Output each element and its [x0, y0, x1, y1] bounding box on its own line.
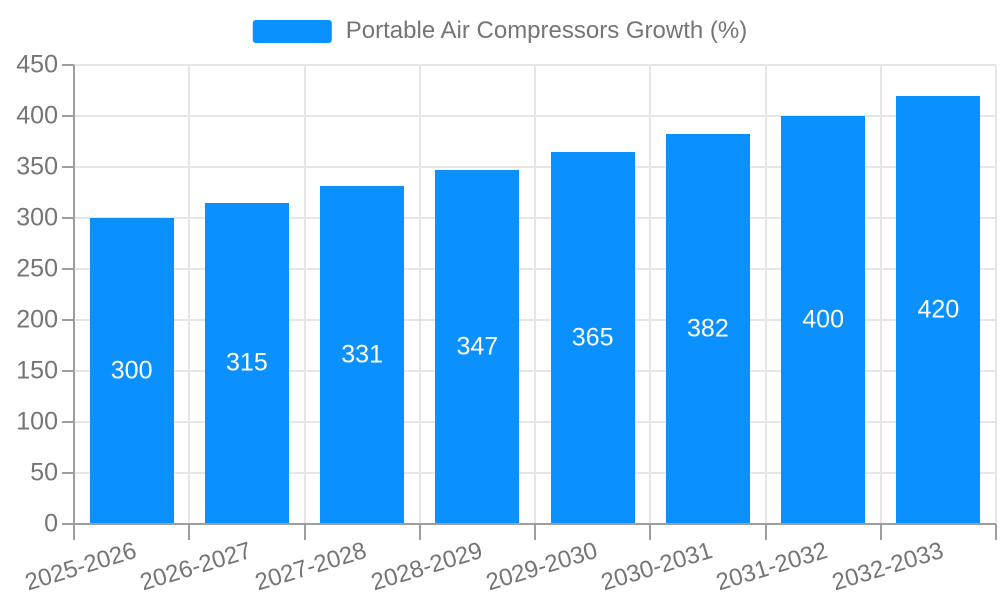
x-axis-tick — [534, 524, 536, 540]
x-axis-tick-label: 2027-2028 — [252, 537, 371, 597]
y-axis-tick — [62, 523, 74, 525]
legend-swatch-icon — [252, 19, 332, 43]
x-axis-tick-label: 2032-2033 — [828, 537, 947, 597]
x-axis-tick-label: 2029-2030 — [482, 537, 601, 597]
bar-value-label: 382 — [687, 314, 729, 343]
bar[interactable]: 300 — [89, 218, 174, 524]
v-gridline — [879, 65, 882, 524]
bar-value-label: 420 — [917, 295, 960, 324]
y-axis-tick — [62, 268, 74, 270]
bar-value-label: 347 — [456, 332, 499, 361]
x-axis-tick — [879, 524, 882, 540]
x-axis-tick — [188, 524, 191, 540]
x-axis-tick — [649, 524, 652, 540]
bar-value-label: 365 — [571, 323, 614, 352]
y-axis-tick-label: 400 — [16, 101, 58, 130]
legend-item[interactable]: Portable Air Compressors Growth (%) — [252, 17, 748, 45]
y-axis-tick — [62, 472, 74, 474]
y-axis-tick-label: 150 — [16, 356, 58, 385]
x-axis-tick-label: 2031-2032 — [713, 537, 832, 597]
x-axis-tick — [73, 524, 75, 540]
bar[interactable]: 420 — [896, 95, 981, 524]
x-axis-tick-label: 2025-2026 — [21, 537, 140, 597]
v-gridline — [649, 65, 652, 524]
v-gridline — [418, 65, 421, 524]
bar[interactable]: 315 — [204, 202, 289, 524]
v-gridline — [764, 65, 767, 524]
bar[interactable]: 382 — [665, 134, 750, 524]
x-axis-tick-label: 2026-2027 — [137, 537, 255, 597]
v-gridline — [995, 65, 997, 524]
x-axis-tick — [418, 524, 421, 540]
y-axis-tick-label: 300 — [16, 203, 58, 232]
y-axis-tick — [62, 115, 74, 117]
bar-value-label: 400 — [802, 305, 844, 334]
y-axis-tick-label: 250 — [16, 254, 58, 283]
x-axis-tick — [995, 524, 997, 540]
y-axis-tick — [62, 166, 74, 168]
y-axis-tick — [62, 319, 74, 321]
v-gridline — [188, 65, 191, 524]
y-axis-tick-label: 200 — [16, 305, 58, 334]
y-axis-tick — [62, 64, 74, 66]
x-axis-tick-label: 2030-2031 — [598, 537, 716, 597]
v-gridline — [534, 65, 536, 524]
y-axis-tick — [62, 217, 74, 219]
y-axis-tick — [62, 370, 74, 372]
y-axis-tick-label: 50 — [30, 458, 58, 487]
bar[interactable]: 365 — [550, 151, 635, 524]
y-axis-tick-label: 100 — [16, 407, 58, 436]
v-gridline — [303, 65, 306, 524]
y-axis-tick — [62, 421, 74, 423]
y-axis-tick-label: 450 — [16, 50, 58, 79]
bar-value-label: 300 — [110, 356, 153, 385]
bar[interactable]: 331 — [320, 186, 405, 524]
bar[interactable]: 400 — [781, 116, 866, 524]
bar-value-label: 331 — [341, 340, 383, 369]
x-axis-tick — [303, 524, 306, 540]
x-axis-tick — [764, 524, 767, 540]
y-axis-line — [73, 65, 75, 524]
legend-label: Portable Air Compressors Growth (%) — [345, 17, 748, 44]
bar-value-label: 315 — [226, 348, 268, 377]
y-axis-tick-label: 0 — [44, 509, 58, 538]
y-axis-tick-label: 350 — [16, 152, 58, 181]
x-axis-tick-label: 2028-2029 — [367, 537, 486, 597]
bar[interactable]: 347 — [435, 170, 520, 524]
